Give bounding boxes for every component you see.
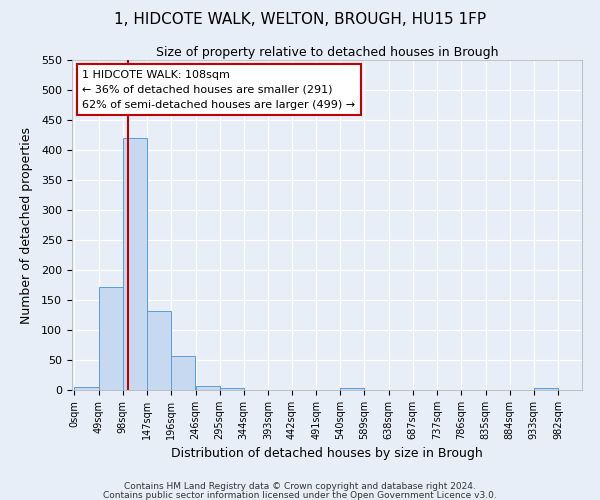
- Text: Contains HM Land Registry data © Crown copyright and database right 2024.: Contains HM Land Registry data © Crown c…: [124, 482, 476, 491]
- Bar: [534, 388, 558, 390]
- Bar: [340, 388, 364, 390]
- Bar: [220, 388, 244, 390]
- Bar: [147, 311, 171, 390]
- Y-axis label: Number of detached properties: Number of detached properties: [20, 126, 33, 324]
- Bar: [123, 138, 147, 390]
- Bar: [196, 386, 220, 390]
- Bar: [98, 287, 123, 390]
- Bar: [171, 356, 195, 390]
- Text: Contains public sector information licensed under the Open Government Licence v3: Contains public sector information licen…: [103, 490, 497, 500]
- Bar: [74, 387, 98, 390]
- Text: 1, HIDCOTE WALK, WELTON, BROUGH, HU15 1FP: 1, HIDCOTE WALK, WELTON, BROUGH, HU15 1F…: [114, 12, 486, 28]
- X-axis label: Distribution of detached houses by size in Brough: Distribution of detached houses by size …: [171, 448, 483, 460]
- Text: 1 HIDCOTE WALK: 108sqm
← 36% of detached houses are smaller (291)
62% of semi-de: 1 HIDCOTE WALK: 108sqm ← 36% of detached…: [82, 70, 355, 110]
- Title: Size of property relative to detached houses in Brough: Size of property relative to detached ho…: [156, 46, 498, 59]
